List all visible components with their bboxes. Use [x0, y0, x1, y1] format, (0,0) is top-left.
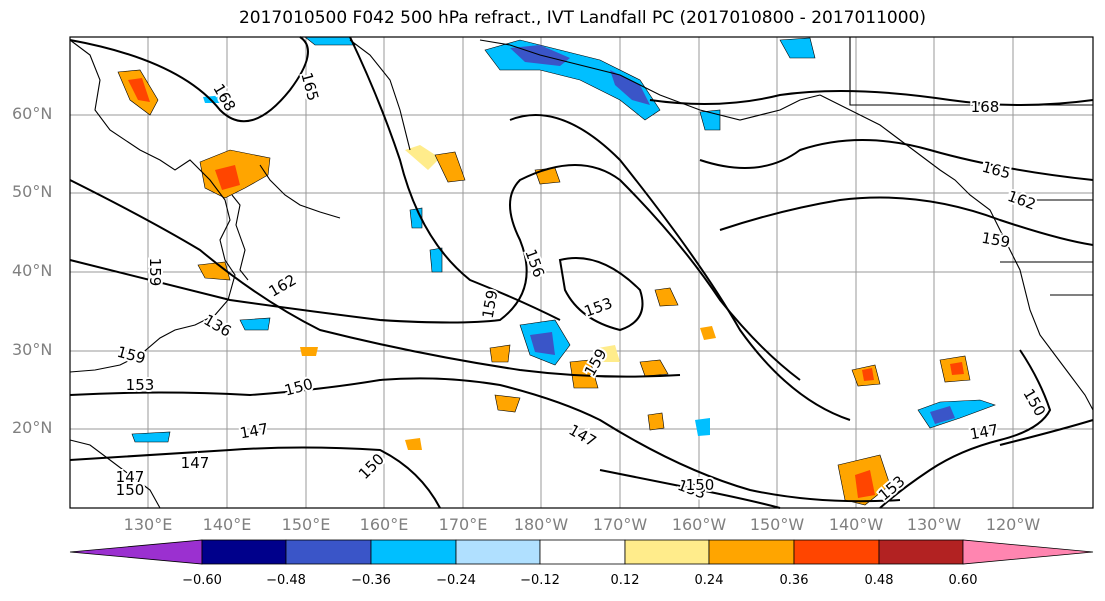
lon-label-160w: 160°W	[671, 515, 727, 534]
contour-label: 168	[971, 98, 1000, 116]
contour-label: 147	[238, 420, 269, 443]
colorbar-tick-label: 0.48	[864, 573, 894, 588]
contour-label: 150	[686, 476, 715, 494]
lat-label-30n: 30°N	[12, 340, 53, 359]
contour-label: 162	[266, 271, 300, 301]
colorbar-tick-label: −0.48	[266, 573, 306, 588]
map-frame	[69, 36, 1094, 509]
contour-label: 150	[116, 481, 145, 499]
contour-label: 156	[521, 247, 548, 280]
lon-label-170e: 170°E	[438, 515, 488, 534]
lat-label-40n: 40°N	[12, 261, 53, 280]
lon-label-150w: 150°W	[749, 515, 805, 534]
contour-label: 150	[355, 450, 388, 483]
colorbar-tick-label: 0.12	[610, 573, 640, 588]
contour-label: 150	[1019, 386, 1049, 420]
contour-label: 159	[980, 229, 1011, 252]
contour-label: 147	[566, 421, 600, 451]
lat-label-50n: 50°N	[12, 182, 53, 201]
contour-label: 162	[1005, 187, 1038, 214]
colorbar-tick-label: −0.36	[351, 573, 391, 588]
lon-label-130w: 130°W	[906, 515, 962, 534]
lon-label-160e: 160°E	[359, 515, 409, 534]
refractivity-contours	[69, 36, 1094, 509]
positive-anomaly-shading	[117, 69, 971, 506]
colorbar-tick-label: 0.36	[779, 573, 809, 588]
contour-label: 147	[116, 468, 145, 486]
map-title: 2017010500 F042 500 hPa refract., IVT La…	[238, 8, 926, 28]
contour-label: 165	[297, 71, 322, 103]
contour-label: 147	[968, 421, 999, 444]
lon-label-170w: 170°W	[592, 515, 648, 534]
colorbar-tick-label: −0.24	[436, 573, 476, 588]
contour-label: 136	[201, 311, 235, 341]
negative-anomaly-shading	[131, 36, 996, 443]
lat-label-60n: 60°N	[12, 104, 53, 123]
contour-label: 159	[115, 343, 147, 368]
lat-lon-grid	[70, 37, 1093, 508]
contour-label: 147	[181, 454, 210, 472]
lon-label-120w: 120°W	[985, 515, 1041, 534]
contour-label: 153	[582, 294, 615, 321]
colorbar-tick-label: −0.12	[520, 573, 560, 588]
contour-label: 153	[126, 376, 155, 394]
colorbar-tick-label: 0.24	[694, 573, 724, 588]
colorbar-tick-label: 0.60	[948, 573, 978, 588]
lon-label-140e: 140°E	[202, 515, 252, 534]
contour-label: 159	[479, 288, 502, 319]
contour-label: 165	[980, 158, 1012, 183]
contour-label: 159	[146, 258, 164, 287]
colorbar	[69, 539, 1094, 565]
contour-label: 150	[283, 375, 315, 400]
colorbar-tick-label: −0.60	[182, 573, 222, 588]
lon-label-140w: 140°W	[828, 515, 884, 534]
coastlines	[69, 37, 1094, 509]
lon-label-130e: 130°E	[123, 515, 173, 534]
lon-label-180w: 180°W	[513, 515, 569, 534]
lon-label-150e: 150°E	[281, 515, 331, 534]
lat-label-20n: 20°N	[12, 418, 53, 437]
